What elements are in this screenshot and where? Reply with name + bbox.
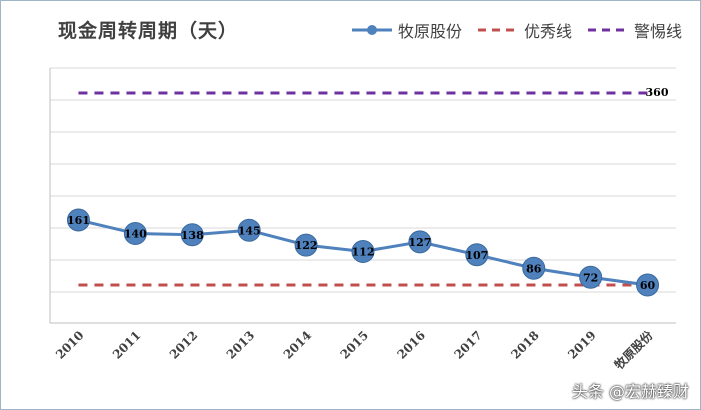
chart-title: 现金周转周期（天） [58,20,239,42]
data-point [351,240,375,264]
data-label: 72 [583,271,598,284]
data-label: 122 [295,239,318,252]
warning-line-label: 360 [646,86,669,99]
data-point [408,230,432,254]
legend-marker-warning-line [588,28,629,32]
x-tick-label: 2011 [110,328,144,362]
data-point [237,218,261,242]
data-point [522,256,546,280]
x-tick-label: 2015 [338,328,372,362]
legend-item-warning-line: 警惕线 [586,18,682,42]
legend-marker-series [352,25,392,35]
chart-legend: 牧原股份 优秀线 警惕线 [350,18,696,42]
data-label: 145 [238,224,261,237]
data-label: 127 [408,236,431,249]
data-label: 112 [352,246,375,259]
x-tick-label: 2013 [224,328,258,362]
data-label: 138 [181,229,204,242]
data-point [180,223,204,247]
x-tick-label: 牧原股份 [611,327,656,372]
data-point [636,273,660,297]
x-tick-label: 2017 [451,328,485,362]
legend-label-warning-line: 警惕线 [634,22,683,41]
x-tick-label: 2010 [53,328,87,362]
x-tick-label: 2014 [281,328,315,362]
x-tick-label: 2016 [395,328,429,362]
x-tick-label: 2012 [167,328,201,362]
x-tick-label: 2018 [508,328,542,362]
legend-marker-excellent-line [478,28,519,32]
data-label: 107 [465,249,488,262]
data-label: 140 [124,228,147,241]
legend-label-excellent-line: 优秀线 [524,22,573,41]
x-tick-label: 2019 [565,328,599,362]
legend-label-series: 牧原股份 [398,22,463,41]
data-label: 86 [526,262,542,275]
data-point [465,243,489,267]
data-point [123,222,147,246]
data-point [294,233,318,257]
data-point [66,208,90,232]
data-label: 60 [640,279,656,292]
legend-item-series: 牧原股份 [350,18,462,42]
data-point [579,265,603,289]
legend-item-excellent-line: 优秀线 [476,18,572,42]
watermark: 头条 @宏赫臻财 [571,382,689,401]
data-label: 161 [67,214,90,227]
